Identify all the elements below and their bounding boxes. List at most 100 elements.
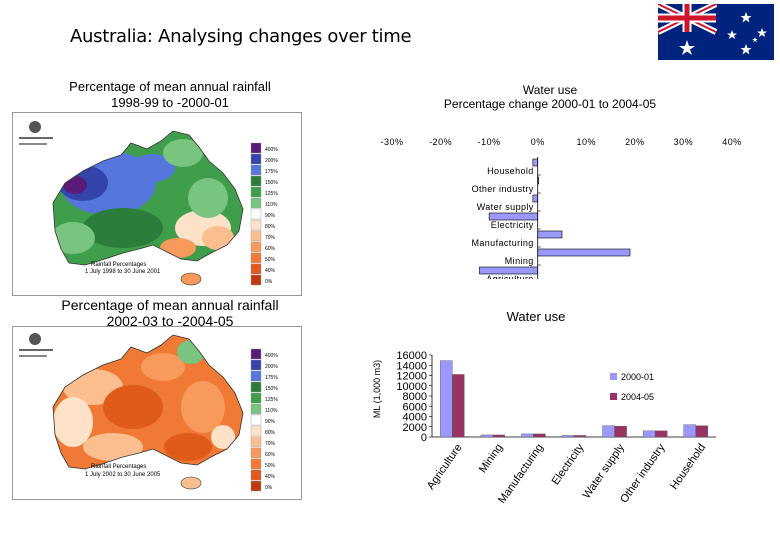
chart2-bar (521, 433, 534, 438)
chart2-bar (561, 435, 575, 438)
australian-flag-icon (658, 4, 774, 60)
chart1-x-tick-label: -10% (478, 137, 501, 147)
map-legend-value: 50% (265, 257, 276, 263)
chart1-bar (537, 248, 631, 257)
chart2-bar (440, 360, 453, 438)
map-legend-swatch (250, 458, 262, 470)
map2-caption: Percentage of mean annual rainfall 2002-… (40, 297, 300, 329)
map-legend-value: 150% (265, 386, 278, 392)
map-legend-value: 0% (265, 485, 273, 491)
chart2-y-tick-label: 16000 (396, 350, 427, 362)
map2-caption-line1: Percentage of mean annual rainfall (61, 297, 279, 313)
map-legend-swatch (250, 263, 262, 275)
chart1-subtitle: Percentage change 2000-01 to 2004-05 (444, 97, 656, 111)
map-legend-value: 40% (265, 268, 276, 274)
map-legend-swatch (250, 197, 262, 209)
chart2-legend-swatch (610, 393, 617, 400)
map-legend-value: 400% (265, 353, 278, 359)
chart2-y-tick-label: 14000 (396, 360, 427, 372)
chart2-bar (642, 430, 656, 438)
slide-title: Australia: Analysing changes over time (70, 26, 412, 47)
chart1-bar (488, 212, 539, 221)
chart1-category-label: Electricity (491, 220, 534, 230)
tasmania (180, 476, 202, 490)
map-legend-value: 70% (265, 235, 276, 241)
map-legend-swatch (250, 480, 262, 492)
map-legend-value: 70% (265, 441, 276, 447)
map1-caption-line1: Percentage of mean annual rainfall (69, 79, 271, 94)
map-legend-value: 150% (265, 180, 278, 186)
map1-bottom-label-1: Rainfall Percentages (91, 262, 146, 268)
map-legend-value: 110% (265, 408, 278, 414)
map-legend-swatch (250, 142, 262, 154)
chart2-category-label: Water supply (581, 441, 628, 501)
rainfall-map-2002-2005: 400% 200% 175% 150% 125% 110% 90% 80% 70% 60% 50% 4… (12, 326, 302, 500)
chart2-bar (683, 424, 696, 438)
chart2-bar (452, 374, 465, 438)
rainfall-map-1-image: 400% 200% 175% 150% 125% 110% 90% 80% 70% 60% 50% 4… (19, 121, 278, 286)
flag-stars (679, 12, 767, 55)
chart2-title: Water use (507, 309, 566, 324)
map-legend-swatch (250, 425, 262, 437)
map-legend-swatch (250, 370, 262, 382)
map-legend-swatch (250, 219, 262, 231)
chart2-y-axis-label: ML (1,000 m3) (372, 360, 382, 418)
chart1-bar (532, 158, 539, 167)
chart1-x-tick-label: -30% (380, 137, 403, 147)
map-legend-value: 80% (265, 430, 276, 436)
map-legend-value: 90% (265, 213, 276, 219)
chart2-category-label: Electricity (550, 441, 587, 487)
chart2-legend-box (602, 365, 722, 407)
tasmania (180, 272, 202, 286)
map-legend-swatch (250, 230, 262, 242)
map-legend-value: 50% (265, 463, 276, 469)
map2-bottom-label-1: Rainfall Percentages (91, 464, 146, 470)
chart1-x-tick-label: -20% (429, 137, 452, 147)
map1-caption: Percentage of mean annual rainfall 1998-… (40, 79, 300, 111)
map1-caption-line2: 1998-99 to -2000-01 (111, 95, 229, 110)
chart1-category-label: Household (487, 166, 534, 176)
chart2-y-tick-label: 6000 (403, 401, 427, 413)
chart2-bars (440, 360, 708, 438)
map-legend-value: 400% (265, 147, 278, 153)
chart2-legend-label: 2000-01 (621, 372, 654, 382)
map-legend-swatch (250, 175, 262, 187)
chart-water-use-volume: Water use ML (1,000 m3) 0200040006000800… (372, 309, 722, 503)
map-legend-value: 60% (265, 246, 276, 252)
chart2-y-tick-label: 12000 (396, 371, 427, 383)
chart1-category-label: Other industry (472, 184, 534, 194)
map-legend-swatch (250, 403, 262, 415)
map-legend-swatch (250, 241, 262, 253)
chart1-category-label: Manufacturing (471, 238, 533, 248)
map-legend-value: 175% (265, 375, 278, 381)
map-legend-value: 60% (265, 452, 276, 458)
chart1-bar (479, 266, 539, 275)
chart2-legend: 2000-01 2004-05 (602, 365, 722, 407)
map-legend-value: 200% (265, 364, 278, 370)
chart2-y-tick-label: 4000 (403, 412, 427, 424)
map-legend-swatch (250, 348, 262, 360)
chart2-category-label: Household (668, 442, 708, 492)
chart2-category-label: Agriculture (425, 442, 465, 492)
chart2-bar (602, 425, 615, 438)
map-legend-swatch (250, 469, 262, 481)
map-legend-swatch (250, 392, 262, 404)
chart1-x-tick-label: 30% (674, 137, 694, 147)
chart1-x-tick-label: 0% (531, 137, 545, 147)
gov-logo (19, 121, 53, 145)
map-legend-value: 175% (265, 169, 278, 175)
chart2-bar (492, 434, 506, 438)
map-legend-swatch (250, 252, 262, 264)
map-legend-swatch (250, 208, 262, 220)
chart1-title: Water use (523, 83, 578, 97)
chart1-bar (537, 230, 563, 239)
chart2-bar (654, 430, 668, 438)
map-legend-value: 110% (265, 202, 278, 208)
chart2-legend-label: 2004-05 (621, 392, 654, 402)
chart2-bar (533, 433, 546, 438)
chart1-x-axis: -30% -20% -10% 0% 10% 20% 30% 40% (380, 137, 741, 147)
chart1-category-label: Mining (505, 256, 534, 266)
chart2-bar (573, 435, 587, 438)
map-legend-swatch (250, 274, 262, 286)
